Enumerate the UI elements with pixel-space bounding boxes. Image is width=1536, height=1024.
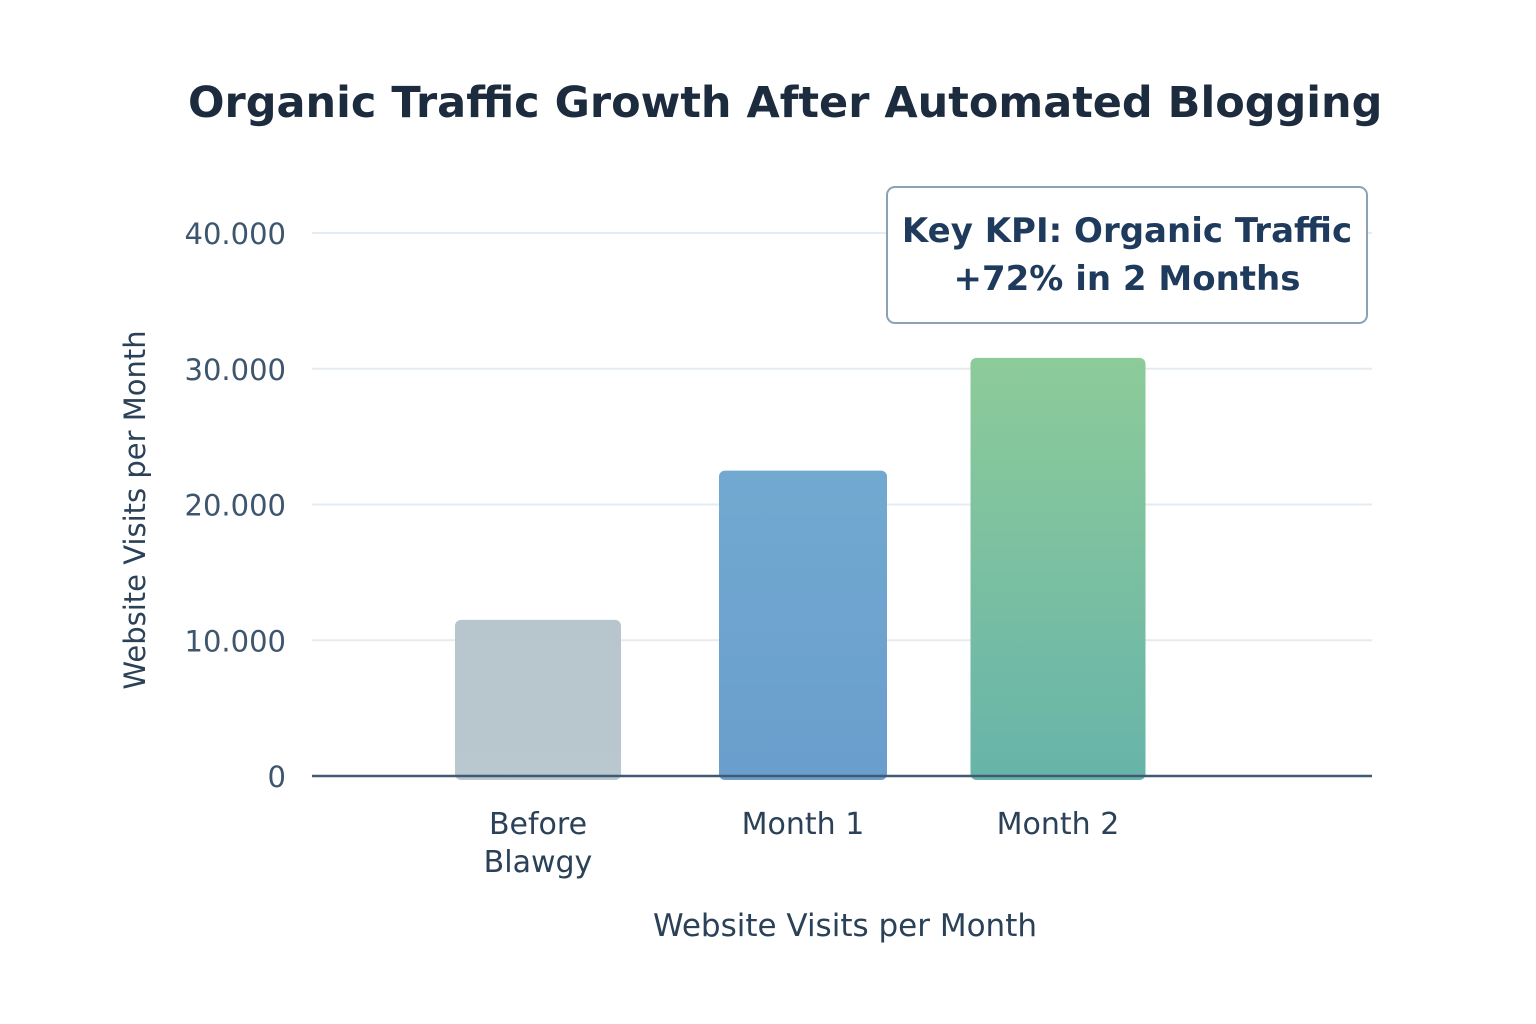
bar-2 xyxy=(719,470,887,780)
kpi-annotation-box: Key KPI: Organic Traffic +72% in 2 Month… xyxy=(886,186,1368,324)
y-tick-label: 10.000 xyxy=(185,624,286,658)
x-tick-label: Before Blawgy xyxy=(483,807,593,880)
bars xyxy=(455,357,1146,780)
y-tick-labels: 0 10.000 20.000 30.000 40.000 xyxy=(185,217,286,794)
y-tick-label: 20.000 xyxy=(185,489,286,523)
kpi-annotation-line-1: Key KPI: Organic Traffic xyxy=(901,211,1353,251)
y-tick-label: 40.000 xyxy=(185,217,286,251)
x-tick-label: Month 1 xyxy=(741,807,865,842)
y-tick-label: 30.000 xyxy=(185,353,286,387)
bar-3 xyxy=(970,357,1146,780)
x-tick-label: Month 2 xyxy=(996,807,1120,842)
y-tick-label: 0 xyxy=(268,760,286,794)
bar-1 xyxy=(455,619,621,780)
chart-title: Organic Traffic Growth After Automated B… xyxy=(188,78,1383,128)
kpi-annotation-line-2: +72% in 2 Months xyxy=(953,259,1301,299)
x-axis-title: Website Visits per Month xyxy=(652,908,1038,944)
y-axis-title: Website Visits per Month xyxy=(118,330,152,690)
